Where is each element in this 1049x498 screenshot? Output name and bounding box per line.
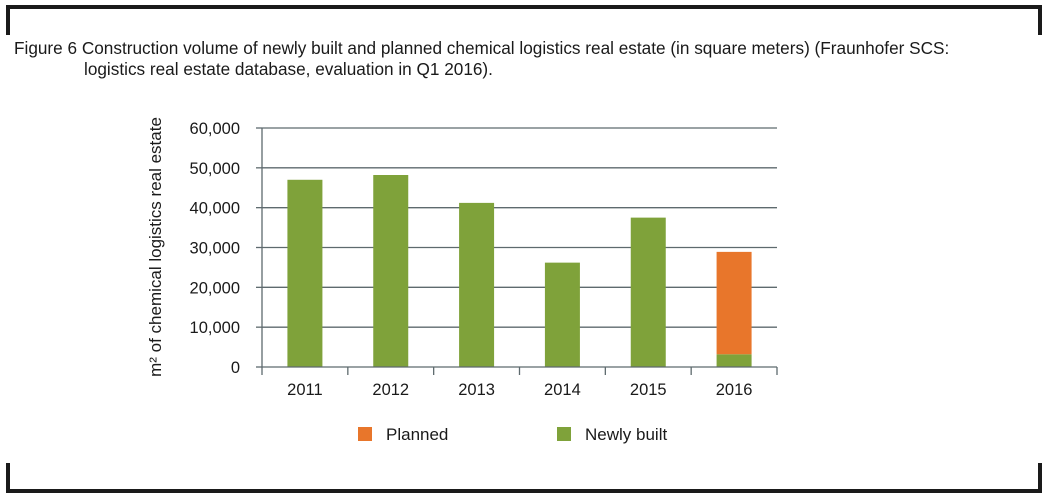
- frame-top-right-corner: [1038, 5, 1042, 35]
- frame-bottom-right-corner: [1038, 463, 1042, 493]
- axes: [256, 127, 778, 375]
- x-tick-label: 2014: [544, 381, 581, 399]
- x-tick-label: 2012: [372, 381, 409, 399]
- grid-lines: [262, 127, 777, 328]
- x-tick-label: 2016: [716, 381, 753, 399]
- frame-bottom-rule: [6, 489, 1042, 493]
- legend-swatch-planned: [358, 427, 372, 441]
- bar-newly-built-2014: [544, 262, 580, 367]
- bar-newly-built-2011: [287, 179, 323, 367]
- legend-label: Newly built: [585, 425, 667, 444]
- bar-newly-built-2012: [373, 175, 409, 367]
- bar-planned-2016: [716, 251, 752, 355]
- frame-top-rule: [6, 5, 1042, 9]
- y-tick-label: 20,000: [190, 279, 240, 297]
- bar-newly-built-2013: [459, 202, 495, 367]
- caption-line-2: logistics real estate database, evaluati…: [84, 59, 493, 79]
- y-tick-label: 0: [231, 359, 240, 377]
- bar-newly-built-2016: [716, 354, 752, 367]
- frame-bottom-left-corner: [6, 463, 10, 493]
- x-tick-label: 2015: [630, 381, 667, 399]
- x-tick-label: 2011: [287, 381, 322, 399]
- y-tick-label: 50,000: [190, 160, 240, 178]
- legend-swatch-newly-built: [557, 427, 571, 441]
- figure-caption: Figure 6 Construction volume of newly bu…: [14, 38, 1044, 80]
- caption-line-1: Figure 6 Construction volume of newly bu…: [14, 38, 950, 58]
- y-tick-label: 40,000: [190, 200, 240, 218]
- frame-top-left-corner: [6, 5, 10, 35]
- y-axis-title: m² of chemical logistics real estate: [146, 117, 165, 377]
- legend-label: Planned: [386, 425, 448, 444]
- tick-labels: 0 10,000 20,000 30,000 40,000 50,000 60,000 201…: [190, 120, 753, 399]
- x-tick-label: 2013: [458, 381, 495, 399]
- y-tick-label: 30,000: [190, 240, 240, 258]
- legend: Planned Newly built: [358, 425, 667, 444]
- y-tick-label: 60,000: [190, 120, 240, 138]
- y-tick-label: 10,000: [190, 319, 240, 337]
- bar-newly-built-2015: [630, 217, 666, 367]
- bars: [287, 175, 752, 367]
